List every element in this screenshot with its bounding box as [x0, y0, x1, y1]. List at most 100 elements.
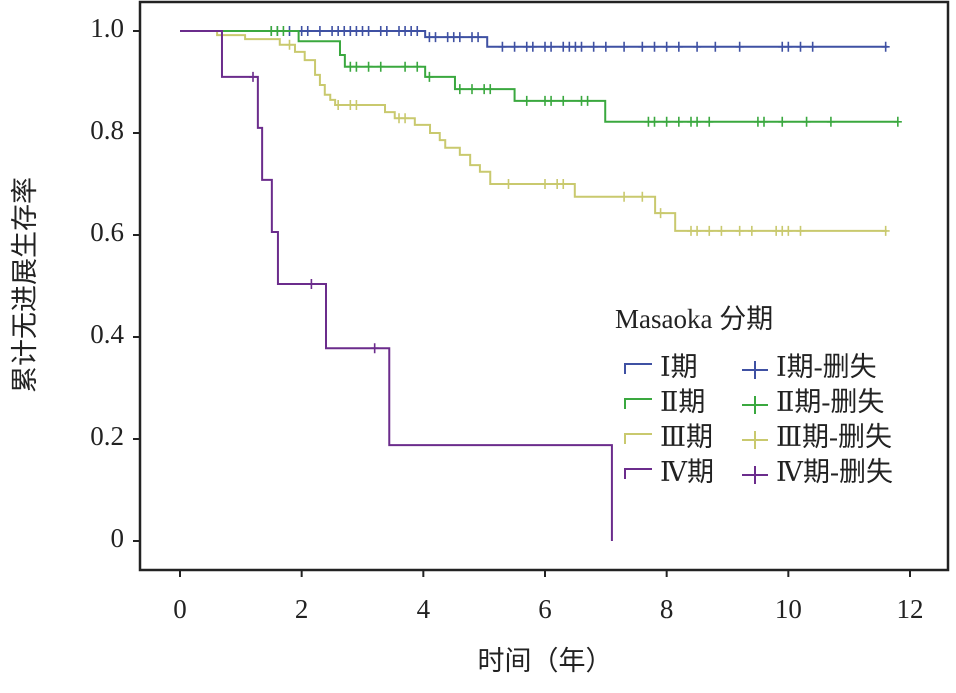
censor-mark — [638, 41, 647, 52]
x-tick-label: 4 — [417, 594, 431, 624]
censor-mark — [474, 32, 483, 43]
censor-mark — [577, 41, 586, 52]
censor-mark — [705, 225, 714, 236]
censor-mark — [583, 95, 592, 106]
censor-mark — [559, 179, 568, 189]
censor-mark — [693, 116, 702, 127]
censor-mark — [376, 61, 385, 72]
censor-mark — [808, 41, 817, 52]
censor-mark — [802, 116, 811, 127]
y-tick-label: 1.0 — [90, 13, 124, 43]
censor-mark — [711, 41, 720, 52]
legend-line-symbol — [624, 468, 652, 479]
legend-censor-symbol — [742, 396, 768, 414]
censor-mark — [662, 41, 671, 52]
legend-line-symbol — [624, 433, 652, 444]
censor-mark — [486, 84, 495, 95]
censor-mark — [364, 61, 373, 72]
x-tick-label: 2 — [295, 594, 309, 624]
legend-label: Ⅰ期-删失 — [776, 352, 877, 382]
censor-mark — [893, 116, 902, 127]
survival-curve — [180, 30, 887, 232]
legend-label: Ⅰ期 — [660, 352, 698, 382]
censor-mark — [826, 116, 835, 127]
censor-mark — [760, 116, 768, 127]
legend-censor-symbol — [742, 466, 768, 484]
censor-mark — [693, 41, 702, 52]
censor-mark — [455, 32, 464, 43]
x-tick-label: 6 — [538, 594, 552, 624]
x-tick-label: 0 — [173, 594, 187, 624]
legend-label: Ⅳ期 — [660, 457, 714, 487]
censor-mark — [674, 41, 683, 52]
censor-mark — [735, 225, 744, 236]
censor-mark — [468, 84, 476, 95]
legend-label: Ⅱ期-删失 — [776, 387, 884, 417]
censor-mark — [307, 278, 316, 289]
censor-mark — [620, 41, 629, 52]
censor-mark — [334, 99, 343, 110]
censor-mark — [401, 113, 410, 124]
censor-mark — [796, 41, 805, 52]
legend-censor-symbol — [742, 431, 768, 449]
censor-mark — [547, 95, 556, 106]
legend-label: Ⅲ期 — [660, 422, 713, 452]
censor-mark — [589, 41, 598, 52]
censor-mark — [705, 116, 714, 127]
legend-label: Ⅱ期 — [660, 387, 705, 417]
legend-line-symbol — [624, 398, 652, 409]
censor-mark — [784, 225, 793, 236]
censor-mark — [425, 71, 434, 82]
censor-mark — [498, 41, 507, 52]
censor-mark — [784, 41, 793, 52]
censor-mark — [285, 39, 294, 50]
x-tick-label: 12 — [897, 594, 924, 624]
censor-mark — [778, 116, 787, 127]
censor-mark — [413, 26, 422, 36]
censor-mark — [249, 71, 257, 82]
censor-mark — [650, 41, 659, 52]
x-tick-label: 8 — [660, 594, 674, 624]
censor-mark — [522, 95, 531, 106]
censor-mark — [370, 343, 379, 354]
censor-mark — [559, 95, 568, 106]
censor-mark — [881, 225, 890, 236]
x-tick-label: 10 — [775, 594, 802, 624]
censor-mark — [717, 225, 726, 236]
y-tick-label: 0.2 — [90, 421, 124, 451]
censor-mark — [352, 61, 361, 72]
censor-mark — [881, 41, 890, 52]
y-tick-label: 0.8 — [90, 115, 124, 145]
censor-mark — [620, 191, 629, 202]
censor-mark — [382, 26, 391, 36]
censor-mark — [650, 116, 659, 127]
legend-title: Masaoka 分期 — [615, 304, 773, 334]
censor-mark — [528, 41, 537, 52]
censor-mark — [510, 41, 519, 52]
censor-mark — [401, 61, 410, 72]
x-axis-label: 时间（年） — [478, 646, 613, 676]
censor-mark — [504, 179, 513, 189]
censor-mark — [364, 26, 373, 36]
survival-curve — [180, 30, 613, 541]
censor-mark — [455, 84, 464, 95]
censor-mark — [601, 41, 610, 52]
censor-mark — [662, 116, 671, 127]
censor-mark — [279, 26, 288, 36]
censor-mark — [735, 41, 744, 52]
censor-mark — [693, 225, 702, 236]
censor-mark — [541, 179, 549, 189]
censor-mark — [656, 208, 665, 219]
censor-mark — [315, 26, 324, 36]
censor-mark — [747, 225, 756, 236]
censor-mark — [796, 225, 805, 236]
y-axis-label: 累计无进展生存率 — [10, 177, 40, 393]
y-tick-label: 0.6 — [90, 217, 124, 247]
legend-line-symbol — [624, 363, 652, 374]
censor-mark — [547, 41, 556, 52]
legend-label: Ⅲ期-删失 — [776, 422, 892, 452]
censor-mark — [674, 116, 683, 127]
y-tick-label: 0 — [111, 523, 125, 553]
censor-mark — [638, 191, 647, 202]
